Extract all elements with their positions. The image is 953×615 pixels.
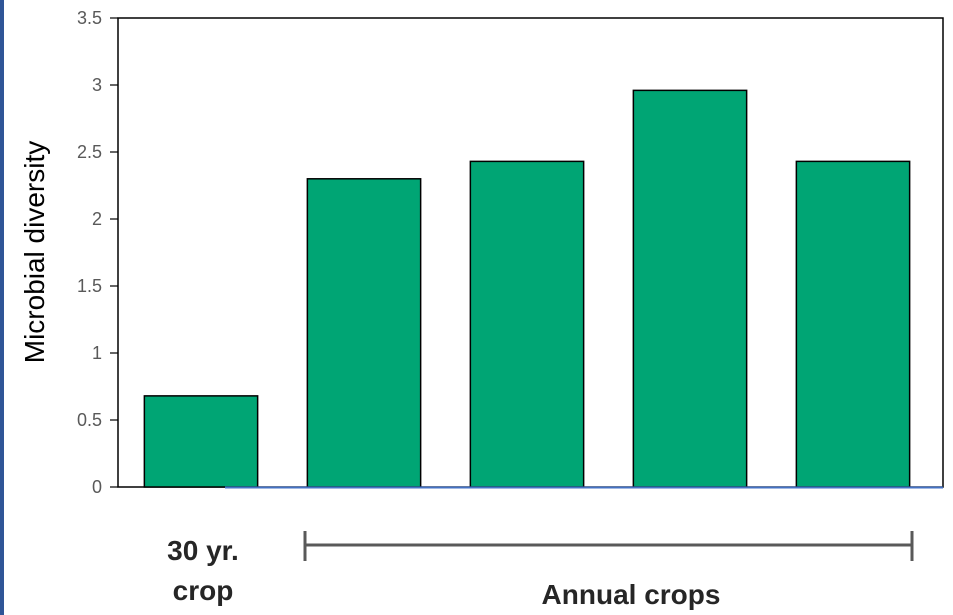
group-bracket <box>303 531 914 561</box>
bar <box>143 395 259 488</box>
group-label-30yr-line2: crop <box>173 575 234 606</box>
y-tick-label: 2.5 <box>77 142 102 162</box>
bar <box>632 89 748 488</box>
group-label-annual-crops: Annual crops <box>542 579 721 610</box>
y-axis-ticks: 0 0.5 1 1.5 2 2.5 3 3.5 <box>77 8 118 497</box>
slide-left-border <box>0 0 4 615</box>
y-tick-label: 3 <box>92 75 102 95</box>
bars <box>143 89 911 488</box>
y-tick-label: 1 <box>92 343 102 363</box>
bar <box>306 178 422 488</box>
y-tick-label: 3.5 <box>77 8 102 28</box>
group-label-30yr-line1: 30 yr. <box>167 535 239 566</box>
y-tick-label: 2 <box>92 209 102 229</box>
bar <box>795 160 911 488</box>
bar <box>469 160 585 488</box>
y-tick-label: 1.5 <box>77 276 102 296</box>
y-tick-label: 0 <box>92 477 102 497</box>
y-axis-title: Microbial diversity <box>19 141 50 364</box>
y-tick-label: 0.5 <box>77 410 102 430</box>
